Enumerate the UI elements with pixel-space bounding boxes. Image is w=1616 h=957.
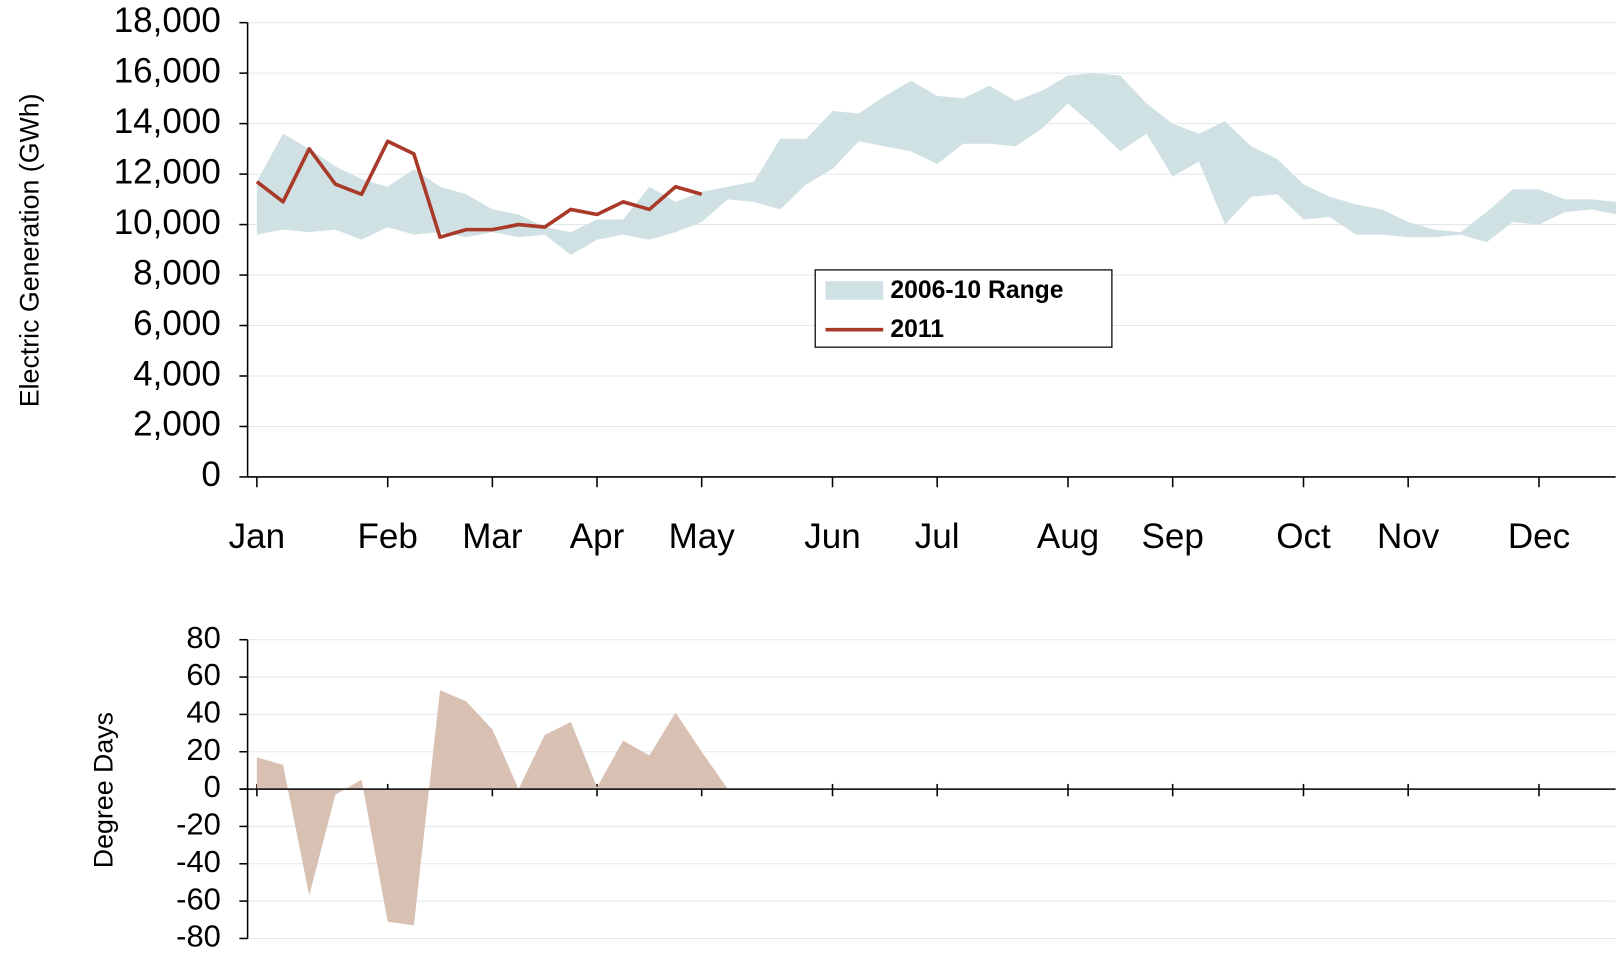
- y-tick-label: 20: [186, 732, 220, 767]
- line-series: [255, 139, 703, 239]
- y-tick-label: 18,000: [114, 1, 221, 40]
- y-tick-label: 14,000: [114, 102, 221, 141]
- y-tick-label: 12,000: [114, 152, 221, 191]
- x-tick-label: Nov: [1377, 517, 1440, 556]
- y-tick-label: -60: [176, 881, 221, 916]
- area-series: [256, 690, 728, 926]
- y-tick-label: -80: [176, 919, 221, 954]
- y-tick-label: -40: [176, 844, 221, 879]
- legend-swatch: [825, 281, 884, 300]
- y-tick-label: 6,000: [133, 304, 221, 343]
- x-tick-label: Sep: [1142, 517, 1204, 556]
- y-axis-title: Degree Days: [89, 712, 119, 868]
- x-tick-label: Jul: [915, 517, 960, 556]
- y-tick-label: 40: [186, 695, 220, 730]
- range-band: [256, 73, 1616, 255]
- y-tick-label: 80: [186, 620, 220, 655]
- y-tick-label: 4,000: [133, 354, 221, 393]
- y-tick-label: 2,000: [133, 405, 221, 444]
- y-tick-label: 60: [186, 657, 220, 692]
- legend-label: 2011: [890, 316, 944, 343]
- x-tick-label: Aug: [1037, 517, 1099, 556]
- x-tick-label: Mar: [462, 517, 523, 556]
- y-tick-label: 0: [201, 455, 220, 494]
- y-tick-label: -20: [176, 807, 221, 842]
- y-axis-title: Electric Generation (GWh): [14, 93, 44, 407]
- x-tick-label: Dec: [1508, 517, 1570, 556]
- x-tick-label: Feb: [358, 517, 418, 556]
- y-tick-label: 10,000: [114, 203, 221, 242]
- legend-label: 2006-10 Range: [890, 277, 1063, 304]
- x-tick-label: Jan: [229, 517, 285, 556]
- x-tick-label: May: [669, 517, 736, 556]
- y-tick-label: 16,000: [114, 51, 221, 90]
- y-tick-label: 0: [204, 769, 221, 804]
- x-tick-label: Apr: [570, 517, 625, 556]
- x-tick-label: Oct: [1276, 517, 1331, 556]
- x-tick-label: Jun: [804, 517, 860, 556]
- y-tick-label: 8,000: [133, 253, 221, 292]
